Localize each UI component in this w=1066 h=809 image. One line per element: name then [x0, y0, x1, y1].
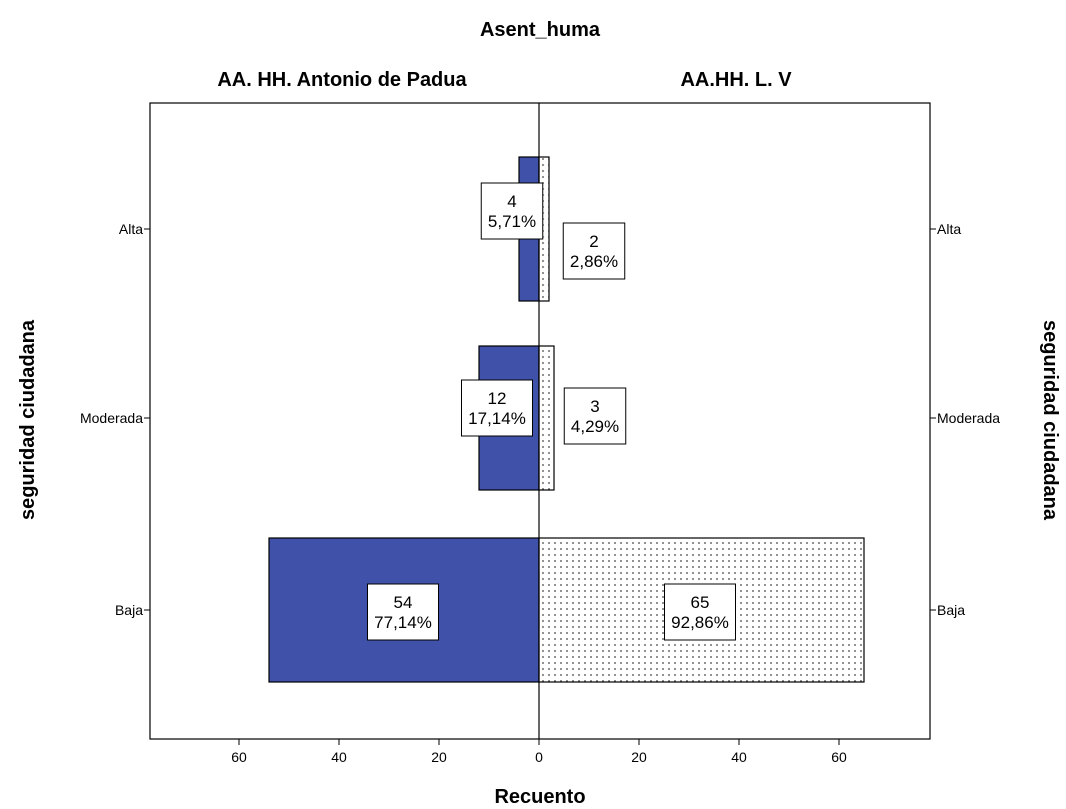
x-tick-label: 40 [331, 749, 347, 765]
x-tick-label: 60 [831, 749, 847, 765]
x-tick-label: 0 [535, 749, 543, 765]
data-label-percent: 17,14% [468, 409, 526, 428]
data-label-percent: 92,86% [671, 613, 729, 632]
data-label-percent: 77,14% [374, 613, 432, 632]
left-data-label-alta: 45,71% [480, 182, 544, 240]
data-label-box [664, 583, 736, 641]
right-category-label-moderada: Moderada [937, 410, 1000, 426]
left-category-label-baja: Baja [115, 602, 143, 618]
x-tick-label: 40 [731, 749, 747, 765]
x-axis: 0 20 40 60 20 40 60 [231, 739, 847, 765]
data-label-percent: 2,86% [570, 252, 618, 271]
data-label-percent: 4,29% [571, 417, 619, 436]
left-category-label-moderada: Moderada [80, 410, 143, 426]
chart-title: Asent_huma [480, 19, 601, 41]
category-axes: Alta Alta Moderada Moderada Baja Baja [80, 221, 1000, 618]
x-tick-label: 20 [431, 749, 447, 765]
left-category-label-alta: Alta [119, 221, 143, 237]
x-axis-title: Recuento [494, 786, 585, 808]
data-label-box [563, 387, 627, 445]
right-data-label-moderada: 34,29% [563, 387, 627, 445]
right-category-label-alta: Alta [937, 221, 961, 237]
data-label-count: 12 [488, 389, 507, 408]
data-label-percent: 5,71% [488, 212, 536, 231]
x-tick-label: 20 [631, 749, 647, 765]
y-axis-title-right: seguridad ciudadana [1039, 320, 1061, 521]
data-label-box [480, 182, 544, 240]
left-panel-title: AA. HH. Antonio de Padua [217, 69, 467, 91]
data-label-box [461, 379, 533, 437]
plot-frame [149, 102, 931, 740]
data-label-count: 2 [589, 232, 598, 251]
right-category-label-baja: Baja [937, 602, 965, 618]
data-label-count: 3 [590, 397, 599, 416]
x-tick-label: 60 [231, 749, 247, 765]
data-label-count: 54 [394, 593, 413, 612]
data-label-count: 65 [691, 593, 710, 612]
data-label-box [367, 583, 439, 641]
y-axis-title-left: seguridad ciudadana [17, 319, 39, 520]
right-data-label-alta: 22,86% [562, 222, 626, 280]
data-label-box [562, 222, 626, 280]
data-label-count: 4 [507, 192, 516, 211]
right-panel-title: AA.HH. L. V [680, 69, 792, 91]
right-bar-moderada [538, 345, 555, 491]
